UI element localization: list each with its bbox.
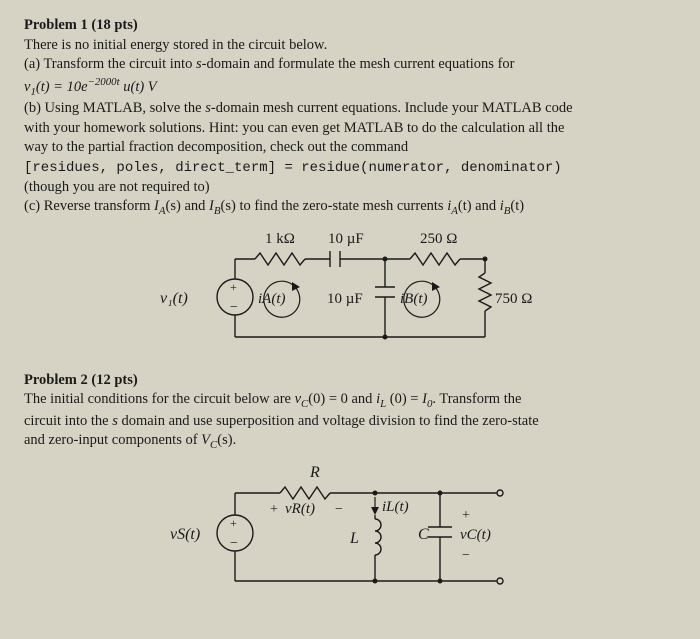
p1-equation: v1(t) = 10e−2000t u(t) V: [24, 79, 157, 95]
p1-line1: There is no initial energy stored in the…: [24, 37, 327, 53]
d1-src-plus: +: [230, 280, 237, 294]
d1-vs-label: v₁(t): [160, 290, 188, 307]
p1-code: [residues, poles, direct_term] = residue…: [24, 160, 562, 176]
p2-line2: circuit into the s domain and use superp…: [24, 413, 539, 429]
p2-line3: and zero-input components of VC(s).: [24, 432, 236, 448]
p1-line5: way to the partial fraction decompositio…: [24, 139, 408, 155]
d1-r1-label: 1 kΩ: [265, 231, 295, 247]
d1-r2-label: 250 Ω: [420, 231, 457, 247]
d2-C-label: C: [418, 526, 429, 543]
d2-vC-minus: −: [462, 548, 470, 563]
d2-vR-minus: −: [335, 502, 343, 517]
p1-line3: (b) Using MATLAB, solve the s-domain mes…: [24, 100, 573, 116]
d2-src-minus: −: [230, 536, 238, 551]
d1-c2-label: 10 µF: [327, 291, 363, 307]
d2-iL-label: iL(t): [382, 499, 409, 515]
d2-L-label: L: [349, 530, 359, 547]
d1-iA-label: iA(t): [258, 291, 286, 307]
d2-vs-label: vS(t): [170, 526, 200, 543]
d1-iB-label: iB(t): [400, 291, 428, 307]
d1-src-minus: −: [230, 300, 238, 315]
d2-R-label: R: [309, 464, 320, 481]
d1-c1-label: 10 µF: [328, 231, 364, 247]
p2-heading: Problem 2 (12 pts): [24, 372, 138, 388]
circuit-diagram-1: 1 kΩ 10 µF 250 Ω + − v₁(t) iA(t): [130, 229, 570, 359]
problem-1: Problem 1 (18 pts) There is no initial e…: [24, 16, 676, 219]
page: Problem 1 (18 pts) There is no initial e…: [0, 0, 700, 631]
d2-vR-plus: +: [270, 502, 278, 517]
circuit-diagram-2: R + vR(t) − iL(t) + − vS(t) L: [150, 463, 550, 603]
problem-2: Problem 2 (12 pts) The initial condition…: [24, 371, 676, 453]
p1-line2: (a) Transform the circuit into s-domain …: [24, 56, 514, 72]
d1-r3-label: 750 Ω: [495, 291, 532, 307]
d2-vR-label: vR(t): [285, 501, 315, 517]
d2-vC-plus: +: [462, 508, 470, 523]
p1-line6: (though you are not required to): [24, 179, 210, 195]
p1-line7: (c) Reverse transform IA(s) and IB(s) to…: [24, 198, 524, 214]
p1-line4: with your homework solutions. Hint: you …: [24, 120, 564, 136]
d2-vC-label: vC(t): [460, 527, 491, 543]
d2-src-plus: +: [230, 516, 237, 530]
p2-line1: The initial conditions for the circuit b…: [24, 391, 521, 407]
p1-heading: Problem 1 (18 pts): [24, 17, 138, 33]
